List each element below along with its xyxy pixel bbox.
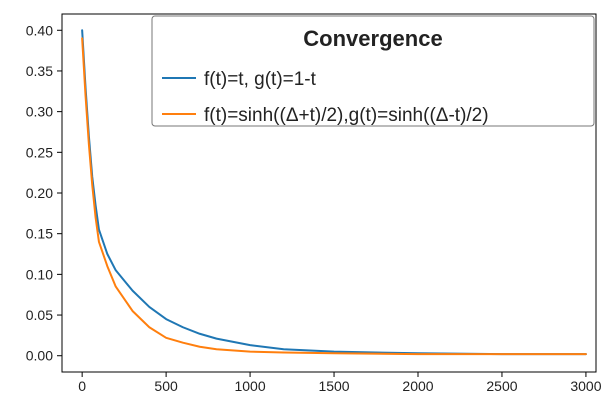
legend-label-2: f(t)=sinh((Δ+t)/2),g(t)=sinh((Δ-t)/2) [204,105,489,126]
y-tick-label: 0.30 [26,104,53,120]
y-tick-label: 0.00 [26,348,53,364]
x-tick-label: 500 [154,378,178,394]
series-layer [81,29,587,356]
x-tick-label: 0 [78,378,86,394]
x-tick-label: 3000 [570,378,601,394]
y-tick-label: 0.05 [26,307,53,323]
legend-label-1: f(t)=t, g(t)=1-t [204,69,317,90]
x-tick-label: 2000 [402,378,433,394]
legend: Convergence f(t)=t, g(t)=1-t f(t)=sinh((Δ+… [151,15,595,127]
series-line-2 [81,37,587,356]
y-tick-label: 0.40 [26,22,53,38]
legend-title: Convergence [303,26,442,51]
x-tick-label: 2500 [486,378,517,394]
y-tick-label: 0.15 [26,226,53,242]
y-tick-label: 0.20 [26,185,53,201]
y-tick-label: 0.25 [26,144,53,160]
ticks-layer: 0 500 1000 1500 2000 2500 3000 0.00 0.05 0.10 0.15… [26,22,602,394]
y-tick-label: 0.10 [26,266,53,282]
legend-box [151,15,595,127]
x-tick-label: 1500 [318,378,349,394]
plot-frame [61,13,597,373]
y-tick-label: 0.35 [26,63,53,79]
x-tick-label: 1000 [234,378,265,394]
